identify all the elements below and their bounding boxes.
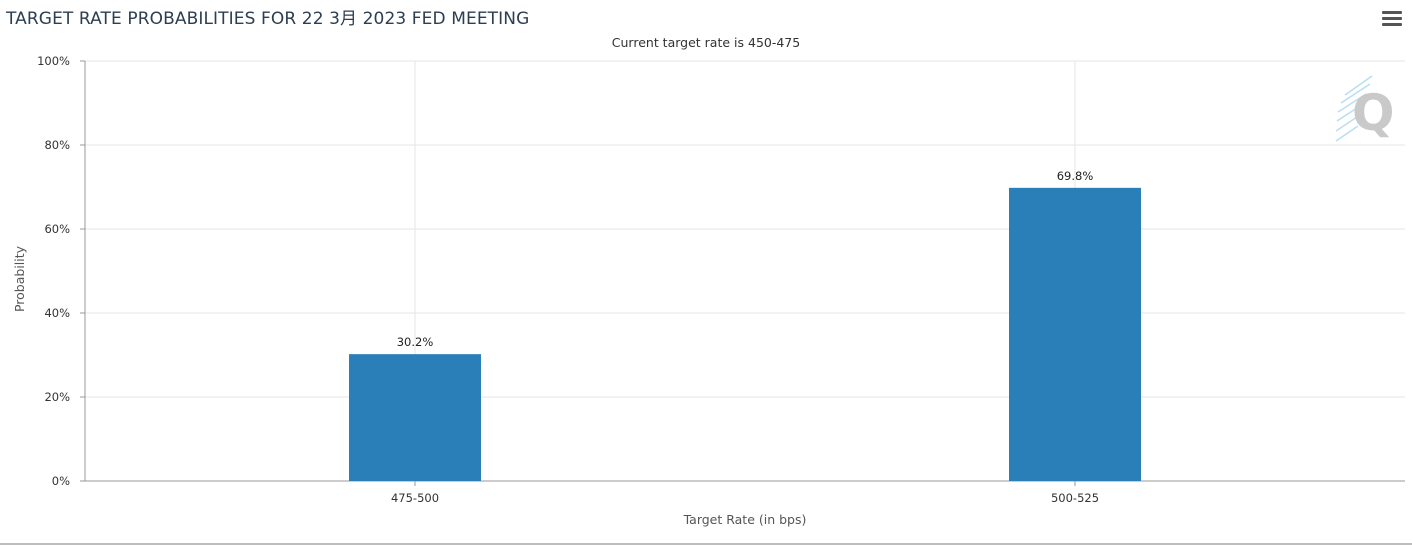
grid-lines (85, 60, 1405, 482)
axes (80, 60, 1405, 486)
x-tick-label: 500-525 (1051, 491, 1099, 505)
y-axis-title: Probability (12, 245, 27, 312)
y-tick-label: 60% (44, 222, 70, 236)
bar-500-525[interactable] (1009, 187, 1141, 481)
data-label: 30.2% (397, 335, 434, 349)
bars (349, 187, 1141, 481)
y-tick-label: 100% (37, 54, 70, 68)
y-tick-label: 20% (44, 390, 70, 404)
y-tick-label: 40% (44, 306, 70, 320)
hamburger-menu-icon[interactable] (1382, 11, 1402, 29)
x-tick-label: 475-500 (391, 491, 439, 505)
bottom-divider (0, 543, 1412, 545)
y-tick-label: 80% (44, 138, 70, 152)
x-axis-title: Target Rate (in bps) (683, 512, 807, 527)
chart-subtitle: Current target rate is 450-475 (611, 35, 801, 50)
data-label: 69.8% (1057, 169, 1094, 183)
labels: 0% 20% 40% 60% 80% 100% 30.2% 475-500 69.8% 500-5… (12, 54, 1099, 527)
q-logo-icon: Q (1335, 75, 1395, 142)
bar-475-500[interactable] (349, 354, 481, 481)
svg-text:Q: Q (1352, 84, 1395, 142)
y-tick-label: 0% (52, 474, 70, 488)
chart-title: TARGET RATE PROBABILITIES FOR 22 3月 2023… (6, 9, 530, 29)
